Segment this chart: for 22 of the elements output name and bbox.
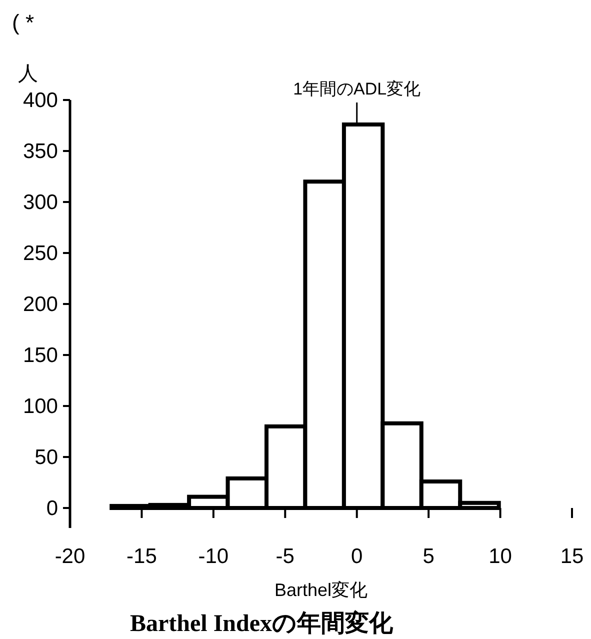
- y-tick-label: 50: [34, 446, 58, 469]
- x-tick-label: -10: [198, 545, 229, 568]
- y-tick-label: 100: [22, 395, 58, 418]
- x-tick-label: 15: [560, 545, 584, 568]
- y-tick-label: 400: [22, 89, 58, 112]
- text: Barthel Indexの年間変化: [130, 609, 394, 637]
- y-tick-label: 300: [22, 191, 58, 214]
- y-tick-label: 250: [22, 242, 58, 265]
- y-axis-title: 人: [18, 63, 38, 85]
- x-tick-label: -5: [276, 545, 294, 568]
- y-tick-label: 150: [22, 344, 58, 367]
- y-tick-label: 350: [22, 140, 58, 163]
- x-tick-label: -20: [54, 545, 86, 568]
- text: ( *: [12, 10, 34, 35]
- x-axis-title: Barthel変化: [274, 580, 368, 600]
- x-tick-label: 5: [422, 545, 434, 568]
- x-tick-label: 0: [351, 545, 363, 568]
- annotation: 1年間のADL変化: [293, 79, 421, 98]
- y-tick-label: 200: [22, 293, 58, 316]
- y-tick-label: 0: [46, 497, 58, 520]
- x-tick-label: 10: [488, 545, 512, 568]
- x-tick-label: -15: [126, 545, 157, 568]
